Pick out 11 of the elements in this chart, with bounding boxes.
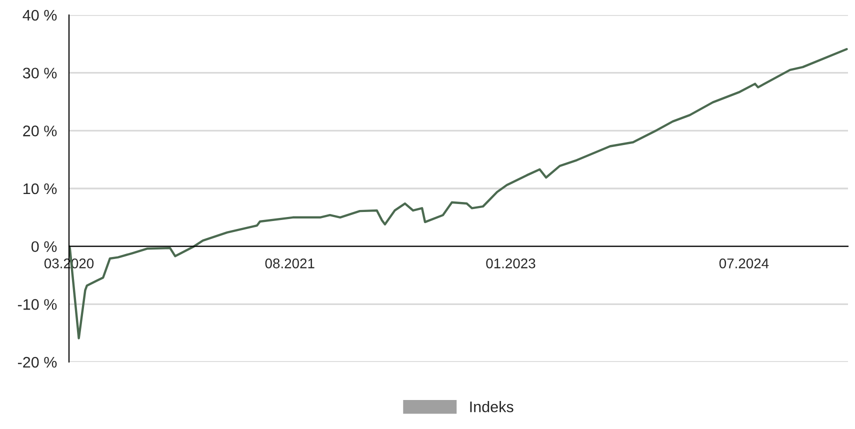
legend-label: Indeks bbox=[470, 401, 514, 412]
x-tick-label: 08.2021 bbox=[265, 258, 314, 268]
x-tick-label: 01.2023 bbox=[486, 258, 536, 268]
y-tick-label: -10 % bbox=[18, 299, 57, 310]
y-tick-label: 0 % bbox=[31, 241, 57, 252]
y-tick-label: 20 % bbox=[23, 126, 57, 136]
y-tick-label: 30 % bbox=[22, 68, 57, 79]
y-tick-label: -20 % bbox=[18, 356, 57, 368]
x-tick-label: 07.2024 bbox=[719, 258, 769, 268]
y-tick-label: 10 % bbox=[24, 183, 57, 194]
y-tick-label: 40 % bbox=[22, 10, 57, 21]
